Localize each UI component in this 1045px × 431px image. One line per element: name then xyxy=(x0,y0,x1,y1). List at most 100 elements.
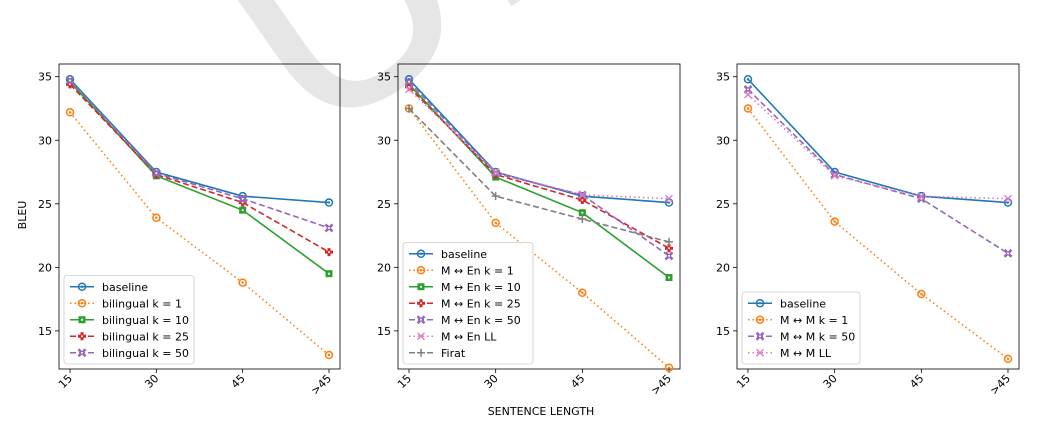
data-point xyxy=(239,206,247,214)
legend: baseline M ↔ En k = 1 M ↔ En k = 10 M ↔ En … xyxy=(402,242,534,365)
data-point xyxy=(151,168,161,178)
legend-item: baseline xyxy=(70,281,148,294)
data-point xyxy=(405,85,413,94)
data-point xyxy=(664,251,674,261)
series-3 xyxy=(743,84,1013,258)
x-axis-label: SENTENCE LENGTH xyxy=(488,405,595,418)
y-tick-label: 15 xyxy=(377,325,391,338)
series-line xyxy=(69,78,330,204)
data-point xyxy=(917,192,926,201)
x-tick-label: 45 xyxy=(229,372,248,391)
data-point xyxy=(324,223,334,233)
legend-marker xyxy=(77,348,87,358)
data-point xyxy=(743,75,753,84)
y-tick-label: 15 xyxy=(38,325,52,338)
data-point xyxy=(324,350,334,360)
series-line xyxy=(69,111,330,356)
legend-marker xyxy=(77,282,87,291)
y-tick-label: 25 xyxy=(38,198,52,211)
y-tick-label: 35 xyxy=(377,71,391,84)
series-7 xyxy=(405,104,673,246)
data-point xyxy=(491,192,500,201)
legend-marker xyxy=(78,332,86,341)
legend-item: baseline xyxy=(748,297,826,310)
series-line xyxy=(747,88,1009,255)
legend: baseline M ↔ M k = 1 M ↔ M k = 50 M ↔ M LL xyxy=(741,291,861,365)
legend-marker xyxy=(416,249,426,258)
series-4 xyxy=(66,80,333,257)
legend-label: Firat xyxy=(441,347,466,360)
y-tick-label: 20 xyxy=(38,261,52,274)
legend-label: baseline xyxy=(441,248,487,261)
legend: baseline bilingual k = 1 bilingual k = 10 b… xyxy=(63,275,195,365)
legend-label: bilingual k = 10 xyxy=(102,314,189,327)
legend-label: M ↔ En k = 25 xyxy=(441,297,521,310)
legend-box xyxy=(63,275,195,365)
legend-label: M ↔ M k = 1 xyxy=(780,314,848,327)
x-tick-label: 30 xyxy=(142,372,161,391)
data-point xyxy=(665,274,673,281)
data-point xyxy=(1003,248,1013,258)
legend-marker xyxy=(417,332,425,341)
series-4 xyxy=(744,90,1012,203)
data-point xyxy=(743,104,753,113)
series-3 xyxy=(66,78,333,278)
legend-marker xyxy=(755,299,765,308)
legend-item: M ↔ En LL xyxy=(409,330,497,343)
legend-item: M ↔ M k = 1 xyxy=(748,314,848,327)
legend-marker xyxy=(755,331,765,341)
y-tick-label: 15 xyxy=(716,325,730,338)
data-point xyxy=(665,237,673,246)
y-tick-label: 25 xyxy=(716,198,730,211)
legend-box xyxy=(741,291,861,365)
legend-label: M ↔ M k = 50 xyxy=(780,330,855,343)
legend-item: M ↔ En k = 10 xyxy=(409,281,521,294)
data-point xyxy=(578,288,587,297)
legend-marker xyxy=(416,266,426,275)
x-tick-label: 45 xyxy=(568,372,587,391)
series-2 xyxy=(65,108,334,360)
series-1 xyxy=(404,75,674,207)
legend-item: M ↔ En k = 25 xyxy=(409,297,521,310)
data-point xyxy=(405,104,413,113)
data-point xyxy=(1003,354,1013,364)
x-tick-label: 45 xyxy=(907,372,926,391)
legend-item: baseline xyxy=(409,248,487,261)
legend-label: baseline xyxy=(102,281,148,294)
data-point xyxy=(238,194,248,204)
y-tick-label: 30 xyxy=(38,134,52,147)
legend-label: bilingual k = 25 xyxy=(102,330,189,343)
data-point xyxy=(664,363,674,372)
legend-marker xyxy=(756,348,764,357)
plot-frame xyxy=(736,63,1020,370)
x-tick-label: >45 xyxy=(988,372,1014,398)
legend-item: M ↔ En k = 50 xyxy=(409,314,521,327)
y-tick-label: 35 xyxy=(38,71,52,84)
legend-label: M ↔ En k = 10 xyxy=(441,281,521,294)
data-point xyxy=(325,248,333,257)
legend-label: M ↔ M LL xyxy=(780,347,832,360)
legend-marker xyxy=(417,348,425,357)
legend-label: M ↔ En LL xyxy=(441,330,497,343)
legend-item: bilingual k = 1 xyxy=(70,297,182,310)
legend-box xyxy=(402,242,534,365)
x-tick-label: 15 xyxy=(395,372,414,391)
data-point xyxy=(578,190,587,199)
legend-item: bilingual k = 50 xyxy=(70,347,189,360)
data-point xyxy=(238,278,247,287)
data-point xyxy=(491,168,500,176)
series-line xyxy=(408,88,670,200)
series-6 xyxy=(405,85,673,203)
series-line xyxy=(408,81,670,257)
chart-panel-1: 15 20 25 30 35 15 30 45 >45 baseline bilingual k =… xyxy=(38,63,341,398)
series-line xyxy=(69,81,330,275)
series-line xyxy=(408,78,670,204)
x-tick-label: 15 xyxy=(56,372,75,391)
data-point xyxy=(665,194,673,203)
series-5 xyxy=(65,76,334,233)
data-point xyxy=(152,213,161,223)
series-line xyxy=(747,93,1009,200)
x-tick-label: >45 xyxy=(649,372,675,398)
series-line xyxy=(747,107,1009,360)
data-point xyxy=(404,77,414,87)
